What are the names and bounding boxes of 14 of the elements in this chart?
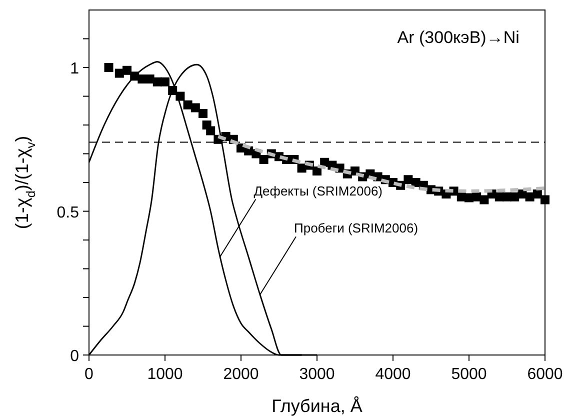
annotation: Дефекты (SRIM2006) (254, 183, 382, 198)
x-tick-label: 6000 (527, 366, 563, 383)
y-tick-label: 0.5 (56, 204, 80, 222)
x-tick-label: 1000 (147, 366, 183, 383)
x-tick-label: 2000 (223, 366, 259, 383)
text: Ar (300кэВ)→Ni (397, 28, 520, 47)
x-tick-label: 4000 (375, 366, 411, 383)
y-tick-label: 0 (70, 348, 80, 365)
x-tick-label: 0 (84, 366, 94, 383)
x-axis-title: Глубина, Å (272, 396, 362, 416)
annotation: Пробеги (SRIM2006) (294, 220, 418, 236)
y-tick-label: 1 (70, 60, 80, 78)
x-tick-label: 5000 (451, 366, 487, 383)
x-tick-label: 3000 (299, 366, 335, 383)
